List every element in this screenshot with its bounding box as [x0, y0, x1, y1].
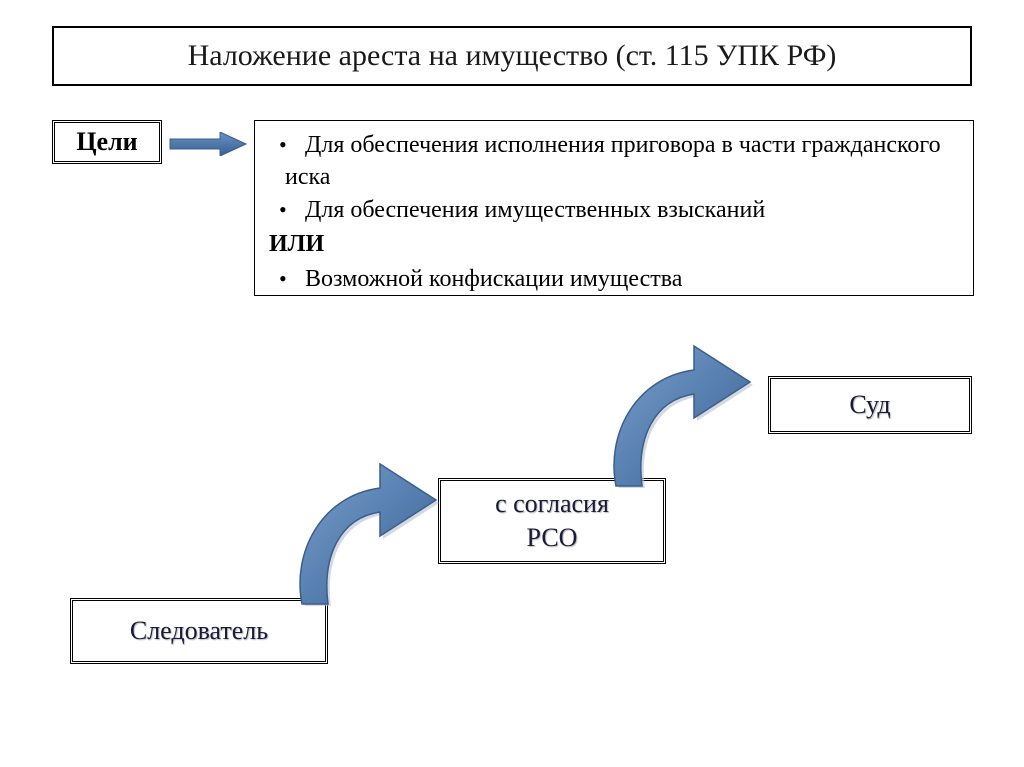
goals-label-text: Цели [76, 127, 137, 157]
node-court: Суд [768, 376, 972, 434]
node-court-text: Суд [849, 390, 890, 420]
goals-bullet-list-after: Возможной конфискации имущества [269, 263, 959, 295]
node-investigator: Следователь [70, 598, 328, 664]
goals-label-box: Цели [52, 120, 162, 164]
diagram-title: Наложение ареста на имущество (ст. 115 У… [52, 26, 972, 86]
goals-bullet-2: Для обеспечения имущественных взысканий [285, 194, 959, 226]
goals-bullet-list: Для обеспечения исполнения приговора в ч… [269, 129, 959, 226]
goals-content-box: Для обеспечения исполнения приговора в ч… [254, 120, 974, 296]
arrow-consent-to-court [594, 338, 754, 488]
node-consent-line1: с согласия [495, 487, 609, 521]
arrow-goals-to-content [168, 132, 248, 156]
node-consent: с согласия РСО [438, 478, 666, 564]
arrow-investigator-to-consent [280, 456, 440, 606]
node-investigator-text: Следователь [130, 616, 268, 646]
goals-bullet-3: Возможной конфискации имущества [285, 263, 959, 295]
title-text: Наложение ареста на имущество (ст. 115 У… [188, 39, 837, 73]
goals-or-text: ИЛИ [269, 228, 959, 260]
goals-bullet-1: Для обеспечения исполнения приговора в ч… [285, 129, 959, 194]
node-consent-line2: РСО [527, 521, 578, 555]
